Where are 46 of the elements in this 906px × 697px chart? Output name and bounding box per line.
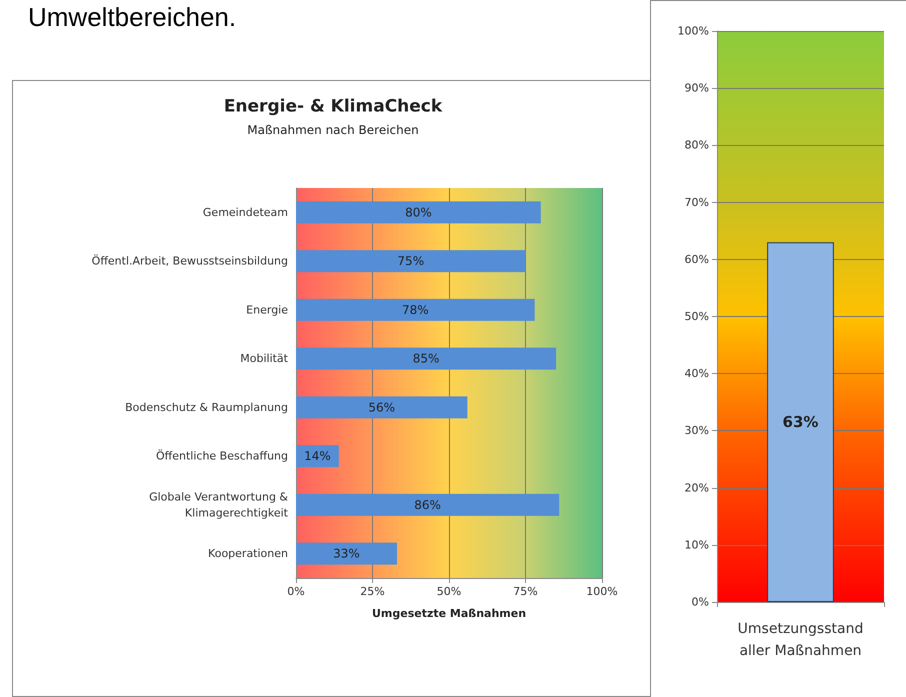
y-tick-label: 100% — [678, 24, 709, 38]
y-tick-label: 90% — [684, 82, 709, 95]
data-label: 85% — [412, 352, 440, 366]
bar — [296, 250, 526, 272]
bar — [296, 201, 541, 224]
bar — [296, 494, 560, 516]
x-tick-label: 25% — [360, 585, 385, 598]
data-label: 14% — [304, 449, 331, 464]
x-tick-label: 75% — [513, 585, 538, 598]
x-tick-label: 0% — [287, 585, 305, 598]
bar — [296, 348, 556, 370]
data-label: 86% — [414, 498, 441, 512]
data-label: 33% — [333, 546, 360, 561]
data-label: 78% — [402, 302, 429, 317]
y-tick-label: Bodenschutz & Raumplanung — [125, 400, 288, 414]
data-label: 75% — [397, 254, 424, 268]
bar — [296, 542, 397, 565]
bar — [296, 445, 339, 468]
y-tick-label: 30% — [684, 424, 709, 438]
y-tick-label: Energie — [246, 303, 288, 316]
y-tick-label: 50% — [684, 310, 709, 323]
chart-subtitle: Maßnahmen nach Bereichen — [247, 123, 419, 137]
y-tick-label: 0% — [692, 596, 709, 608]
chart-title: Energie- & KlimaCheck — [224, 96, 443, 116]
y-tick-label: Öffentliche Beschaffung — [156, 448, 288, 463]
data-label: 63% — [782, 413, 818, 432]
data-label: 56% — [368, 400, 396, 414]
y-tick-label: 60% — [684, 252, 709, 266]
bar — [296, 298, 535, 321]
x-tick-label: 50% — [436, 585, 462, 598]
y-tick-label: 40% — [684, 367, 709, 380]
y-tick-label: 70% — [684, 196, 709, 209]
x-tick-label: Umsetzungsstand aller Maßnahmen — [738, 621, 864, 659]
data-label: 80% — [405, 205, 432, 220]
y-tick-label: 80% — [684, 138, 709, 152]
y-tick-label: 10% — [684, 538, 709, 552]
text: Umweltbereichen. — [28, 2, 236, 33]
x-axis-title: Umgesetzte Maßnahmen — [372, 607, 526, 620]
y-tick-label: Kooperationen — [208, 547, 288, 560]
x-tick-label: 100% — [586, 585, 618, 598]
bar — [296, 396, 468, 418]
y-tick-label: Gemeindeteam — [202, 206, 288, 219]
y-tick-label: Globale Verantwortung & Klimagerechtigkeit — [149, 490, 289, 520]
y-tick-label: Öffentl.Arbeit, Bewusstseinsbildung — [92, 254, 288, 268]
y-tick-label: Mobilität — [240, 352, 289, 366]
y-tick-label: 20% — [684, 481, 709, 494]
